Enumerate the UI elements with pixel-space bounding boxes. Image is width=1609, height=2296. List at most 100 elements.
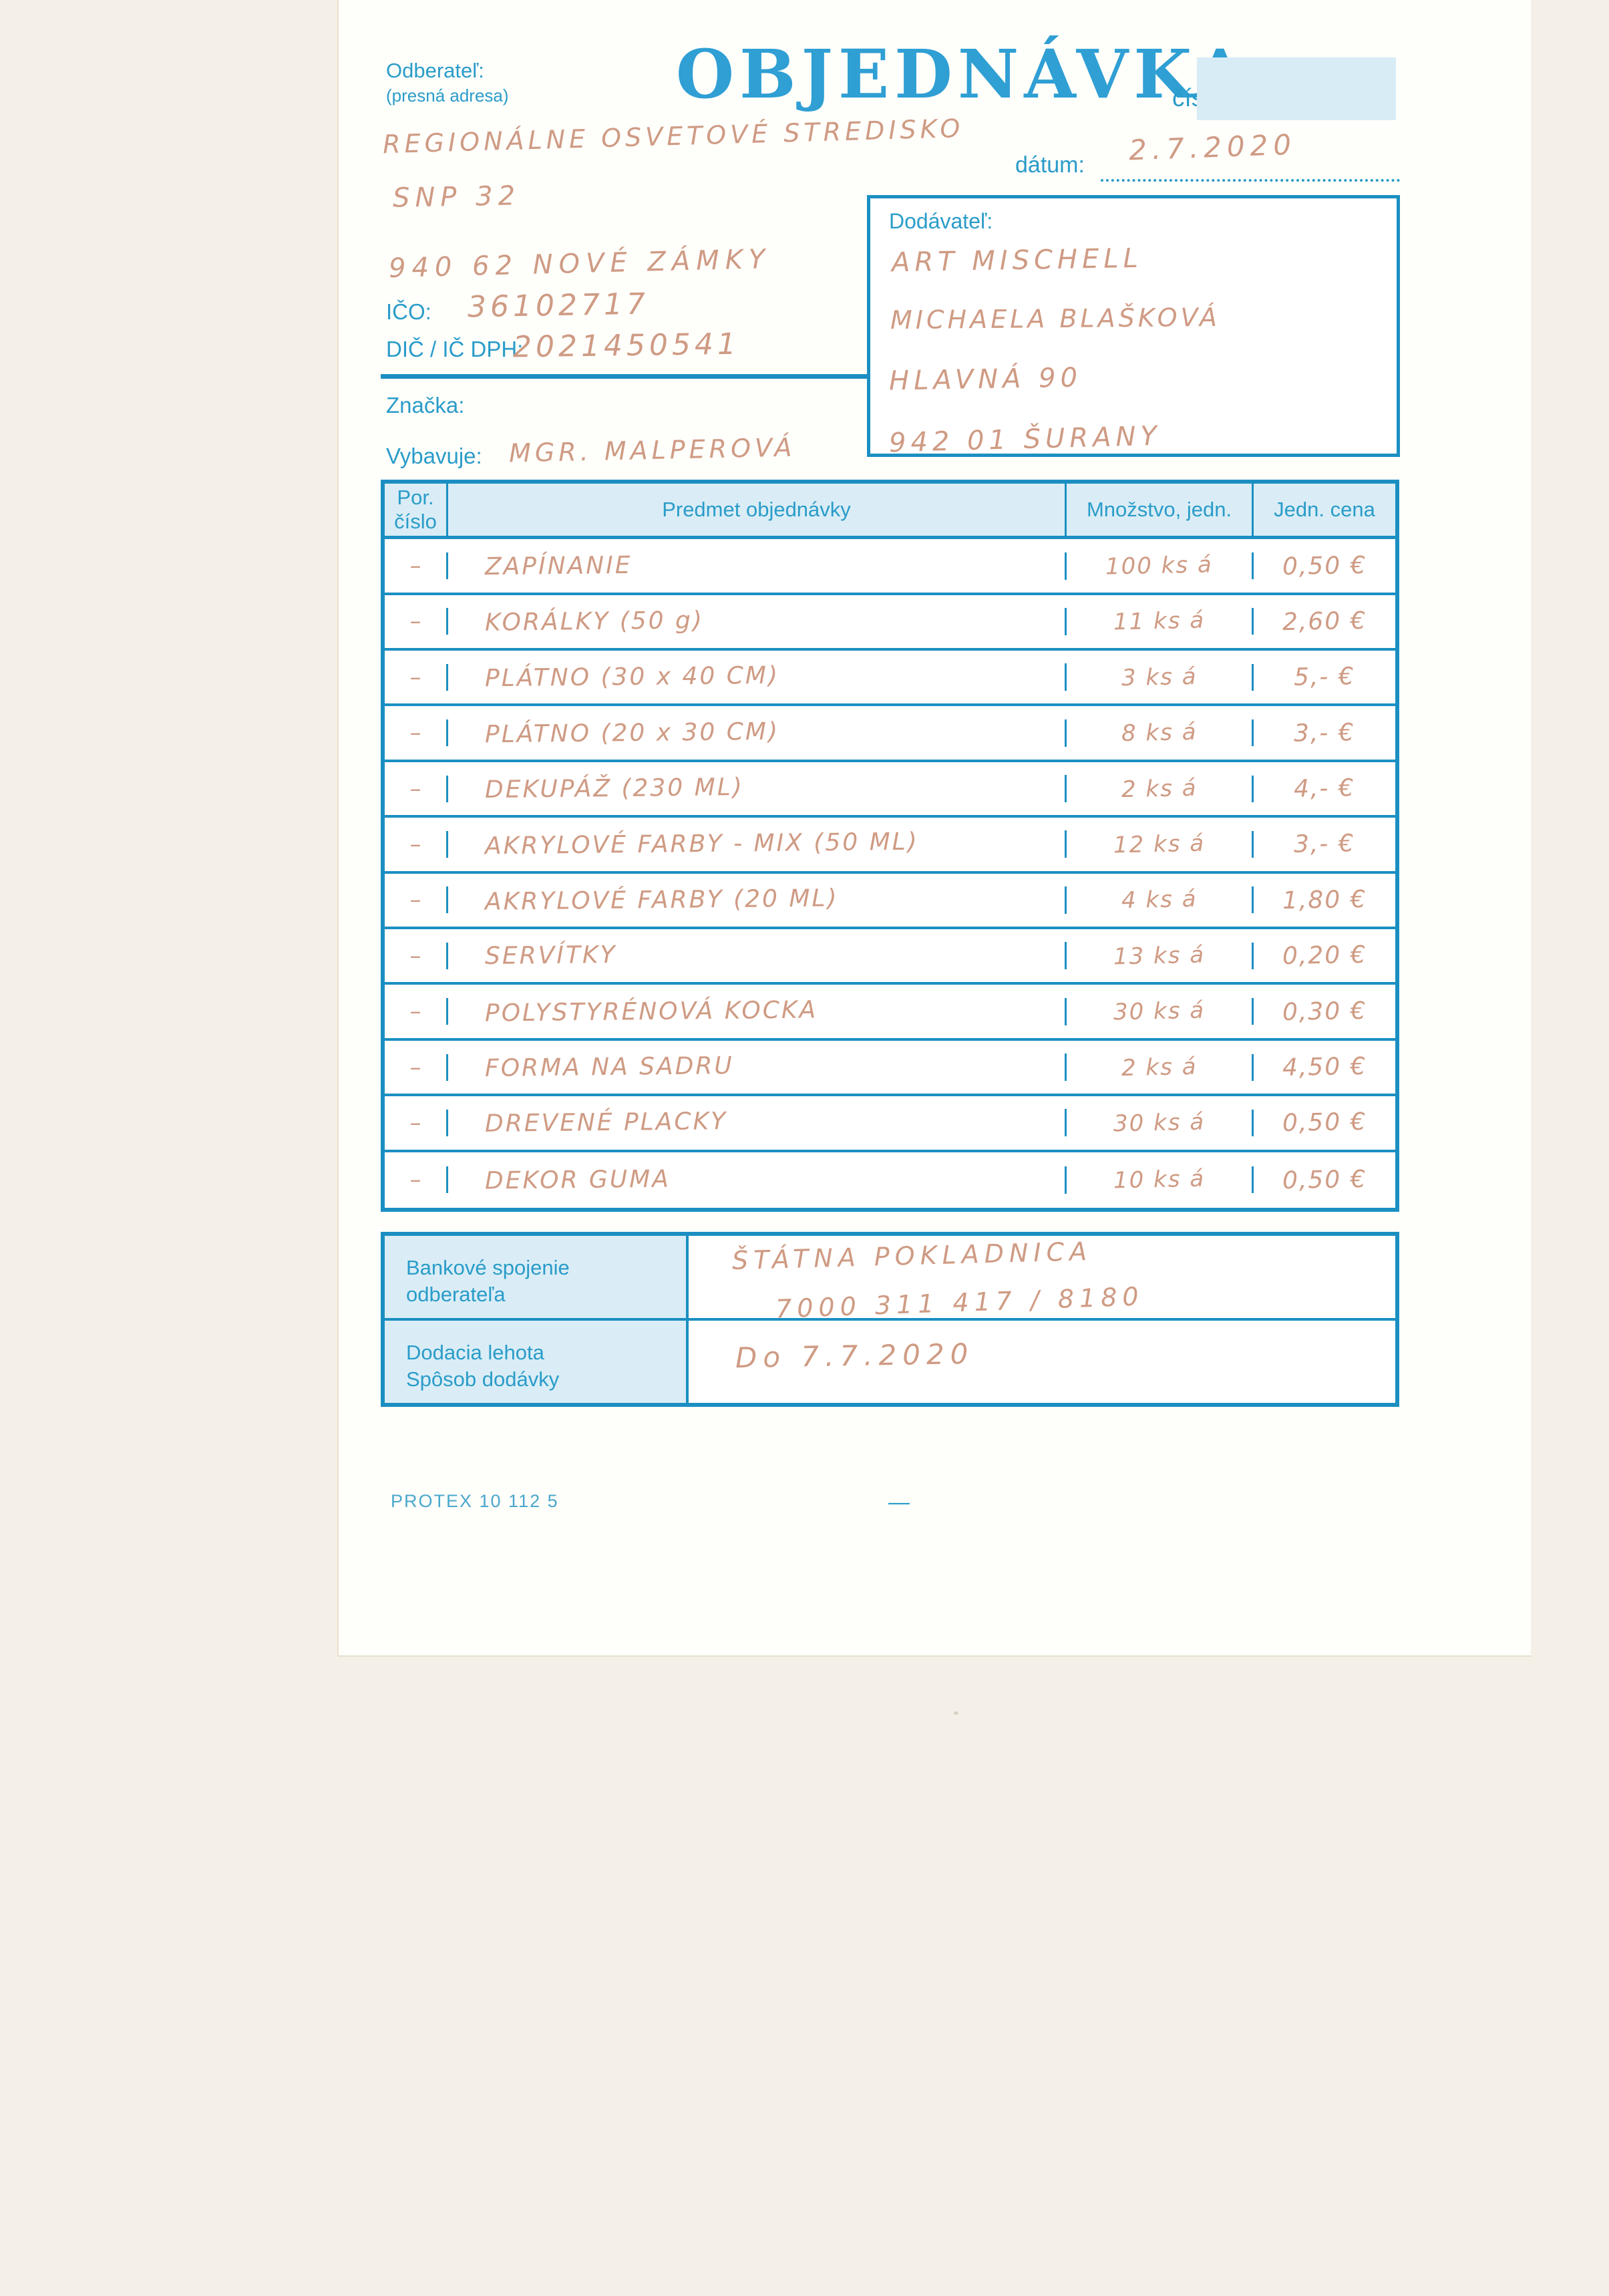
row-item-handwritten: AKRYLOVÉ FARBY (20 ML)	[484, 884, 839, 916]
row-item-handwritten: POLYSTYRÉNOVÁ KOCKA	[484, 996, 818, 1027]
table-row: – SERVÍTKY 13 ks á 0,20 €	[385, 929, 1395, 985]
row-qty-handwritten: 3 ks á	[1121, 663, 1198, 691]
table-row: – POLYSTYRÉNOVÁ KOCKA 30 ks á 0,30 €	[385, 985, 1395, 1041]
row-item-cell: SERVÍTKY	[448, 941, 1067, 971]
header-mnozstvo: Množstvo, jedn.	[1067, 484, 1254, 536]
bank-value-line2-handwritten: 7000 311 417 / 8180	[775, 1281, 1145, 1324]
row-qty-cell: 2 ks á	[1067, 1053, 1254, 1082]
row-item-cell: AKRYLOVÉ FARBY - MIX (50 ML)	[448, 828, 1067, 860]
row-item-cell: DEKOR GUMA	[448, 1165, 1067, 1195]
row-price-handwritten: 0,50 €	[1282, 551, 1367, 581]
row-item-handwritten: SERVÍTKY	[484, 941, 617, 971]
datum-dotted-line	[1101, 134, 1400, 182]
supplier-line4-handwritten: 942 01 ŠURANY	[888, 420, 1162, 459]
dic-value-handwritten: 2021450541	[512, 327, 741, 365]
vybavuje-label: Vybavuje:	[386, 444, 482, 468]
row-price-cell: 0,50 €	[1254, 551, 1395, 581]
row-price-cell: 0,50 €	[1254, 1166, 1395, 1194]
bank-label-line1: Bankové spojenie	[406, 1256, 570, 1279]
row-item-handwritten: FORMA NA SADRU	[484, 1052, 734, 1082]
cislo-value-box	[1197, 57, 1396, 120]
table-row: – DREVENÉ PLACKY 30 ks á 0,50 €	[385, 1096, 1395, 1152]
row-price-handwritten: 3,- €	[1293, 830, 1356, 859]
row-price-cell: 0,30 €	[1254, 997, 1395, 1026]
customer-street-handwritten: SNP 32	[392, 180, 521, 214]
bank-label: Bankové spojenie odberateľa	[385, 1236, 689, 1318]
row-price-handwritten: 0,50 €	[1282, 1108, 1367, 1138]
row-qty-cell: 2 ks á	[1067, 774, 1254, 803]
row-price-handwritten: 1,80 €	[1282, 885, 1367, 915]
delivery-value-handwritten: Do 7.7.2020	[735, 1337, 974, 1375]
row-item-handwritten: AKRYLOVÉ FARBY - MIX (50 ML)	[484, 828, 919, 860]
row-por-cislo: –	[385, 830, 448, 858]
supplier-line3-handwritten: HLAVNÁ 90	[888, 362, 1083, 397]
header-por-line2: číslo	[394, 510, 437, 534]
scan-speck	[954, 1711, 958, 1715]
row-price-handwritten: 3,- €	[1293, 718, 1356, 748]
odberatel-sublabel: (presná adresa)	[386, 86, 509, 106]
table-row: – DEKOR GUMA 10 ks á 0,50 €	[385, 1152, 1395, 1208]
bank-label-line2: odberateľa	[406, 1283, 506, 1306]
delivery-value-cell: Do 7.7.2020	[689, 1321, 1395, 1403]
form-code: PROTEX 10 112 5	[391, 1491, 559, 1511]
row-por-cislo: –	[385, 1053, 448, 1081]
supplier-box: Dodávateľ: ART MISCHELL MICHAELA BLAŠKOV…	[867, 195, 1400, 459]
bank-value-cell: ŠTÁTNA POKLADNICA 7000 311 417 / 8180	[689, 1236, 1395, 1324]
delivery-row: Dodacia lehota Spôsob dodávky Do 7.7.202…	[385, 1321, 1395, 1403]
table-row: – DEKUPÁŽ (230 ML) 2 ks á 4,- €	[385, 762, 1395, 818]
row-qty-cell: 8 ks á	[1067, 719, 1254, 747]
row-price-handwritten: 0,30 €	[1282, 997, 1367, 1026]
row-price-cell: 5,- €	[1254, 663, 1395, 691]
dic-label: DIČ / IČ DPH:	[386, 337, 524, 361]
delivery-label-line2: Spôsob dodávky	[406, 1367, 560, 1391]
row-por-cislo: –	[385, 663, 448, 691]
row-qty-cell: 10 ks á	[1067, 1166, 1254, 1194]
table-row: – AKRYLOVÉ FARBY (20 ML) 4 ks á 1,80 €	[385, 874, 1395, 930]
row-qty-handwritten: 12 ks á	[1113, 830, 1206, 859]
row-qty-cell: 3 ks á	[1067, 663, 1254, 691]
order-table-body: – ZAPÍNANIE 100 ks á 0,50 € – KORÁLKY (5…	[385, 539, 1395, 1208]
table-row: – AKRYLOVÉ FARBY - MIX (50 ML) 12 ks á 3…	[385, 818, 1395, 874]
row-price-cell: 0,20 €	[1254, 941, 1395, 970]
row-qty-handwritten: 100 ks á	[1105, 551, 1214, 581]
row-por-cislo: –	[385, 608, 448, 635]
header-por-line1: Por.	[397, 486, 434, 510]
table-row: – KORÁLKY (50 g) 11 ks á 2,60 €	[385, 595, 1395, 651]
section-divider-line	[381, 374, 867, 379]
row-por-cislo: –	[385, 886, 448, 914]
row-por-cislo: –	[385, 998, 448, 1025]
table-row: – FORMA NA SADRU 2 ks á 4,50 €	[385, 1041, 1395, 1097]
row-qty-cell: 13 ks á	[1067, 941, 1254, 970]
row-qty-cell: 12 ks á	[1067, 830, 1254, 859]
row-price-handwritten: 4,50 €	[1282, 1052, 1367, 1082]
header-predmet: Predmet objednávky	[448, 484, 1067, 536]
row-item-cell: FORMA NA SADRU	[448, 1052, 1067, 1082]
row-item-cell: AKRYLOVÉ FARBY (20 ML)	[448, 884, 1067, 916]
delivery-label-line1: Dodacia lehota	[406, 1341, 544, 1364]
row-price-handwritten: 0,50 €	[1282, 1165, 1367, 1194]
row-price-cell: 1,80 €	[1254, 885, 1395, 915]
order-table: Por. číslo Predmet objednávky Množstvo, …	[381, 480, 1399, 1212]
row-item-handwritten: DEKUPÁŽ (230 ML)	[484, 774, 745, 804]
row-qty-handwritten: 2 ks á	[1121, 774, 1198, 803]
row-price-cell: 3,- €	[1254, 830, 1395, 859]
row-item-handwritten: PLÁTNO (20 x 30 CM)	[484, 717, 780, 748]
ico-value-handwritten: 36102717	[467, 287, 650, 325]
header-por-cislo: Por. číslo	[385, 484, 448, 536]
row-qty-cell: 11 ks á	[1067, 607, 1254, 636]
footer-dash-mark: —	[888, 1490, 910, 1514]
row-item-handwritten: DEKOR GUMA	[484, 1165, 671, 1195]
datum-label: dátum:	[1015, 152, 1085, 178]
row-price-cell: 2,60 €	[1254, 607, 1395, 636]
row-item-cell: PLÁTNO (20 x 30 CM)	[448, 717, 1067, 748]
row-por-cislo: –	[385, 1166, 448, 1194]
row-item-cell: PLÁTNO (30 x 40 CM)	[448, 662, 1067, 693]
vybavuje-value-handwritten: MGR. MALPEROVÁ	[508, 432, 796, 468]
znacka-label: Značka:	[386, 393, 465, 418]
header-jedn-cena: Jedn. cena	[1274, 498, 1375, 522]
row-item-cell: DREVENÉ PLACKY	[448, 1108, 1067, 1138]
datum-value-handwritten: 2.7.2020	[1128, 128, 1297, 167]
bank-delivery-box: Bankové spojenie odberateľa ŠTÁTNA POKLA…	[381, 1232, 1399, 1407]
supplier-line1-handwritten: ART MISCHELL	[891, 242, 1143, 279]
row-qty-cell: 30 ks á	[1067, 997, 1254, 1026]
